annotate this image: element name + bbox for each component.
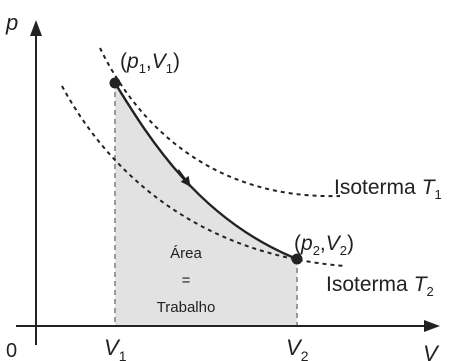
p2-p-sub: 2	[313, 243, 320, 258]
state-point-1	[109, 77, 121, 89]
point-2-label: (p2,V2)	[294, 232, 354, 258]
y-axis-arrow	[30, 20, 42, 36]
p2-comma: ,	[320, 232, 326, 255]
p1-p-sub: 1	[139, 61, 146, 76]
state-point-2	[291, 253, 303, 265]
p1-comma: ,	[146, 50, 152, 73]
t1-symbol: T	[422, 176, 437, 199]
p1-v-sub: 1	[166, 61, 173, 76]
v2-sub: 2	[301, 348, 309, 361]
isotherm-t1-curve	[99, 47, 341, 198]
x-axis-arrow	[424, 320, 440, 332]
p2-p: p	[300, 232, 313, 255]
t2-sub: 2	[427, 284, 434, 299]
t2-symbol: T	[414, 273, 429, 296]
point-1-label: (p1,V1)	[120, 50, 180, 76]
t1-sub: 1	[435, 187, 442, 202]
v1-sub: 1	[119, 348, 127, 361]
area-label-line1: Área	[170, 245, 202, 262]
v1-tick-label: V1	[104, 335, 127, 361]
v2-base: V	[286, 335, 303, 360]
p2-open: (	[294, 232, 301, 255]
y-axis-label: p	[5, 10, 18, 35]
isotherm-t2-label: Isoterma T2	[326, 273, 434, 299]
isotherm-t2-curve	[61, 85, 346, 267]
work-area-fill	[115, 83, 297, 326]
area-label-line3: Trabalho	[157, 299, 216, 316]
area-label-line2: =	[182, 272, 191, 289]
p2-v: V	[326, 232, 342, 255]
p2-v-sub: 2	[340, 243, 347, 258]
p1-p: p	[126, 50, 139, 73]
p1-v: V	[152, 50, 168, 73]
process-direction-arrow	[177, 169, 191, 187]
isotherm-t1-label: Isoterma T1	[334, 176, 442, 202]
p1-close: )	[173, 50, 180, 73]
v1-base: V	[104, 335, 121, 360]
t2-word: Isoterma	[326, 273, 408, 296]
p2-close: )	[347, 232, 354, 255]
p1-open: (	[120, 50, 127, 73]
x-axis-label: V	[423, 341, 440, 361]
origin-label: 0	[6, 340, 17, 361]
v2-tick-label: V2	[286, 335, 309, 361]
t1-word: Isoterma	[334, 176, 416, 199]
